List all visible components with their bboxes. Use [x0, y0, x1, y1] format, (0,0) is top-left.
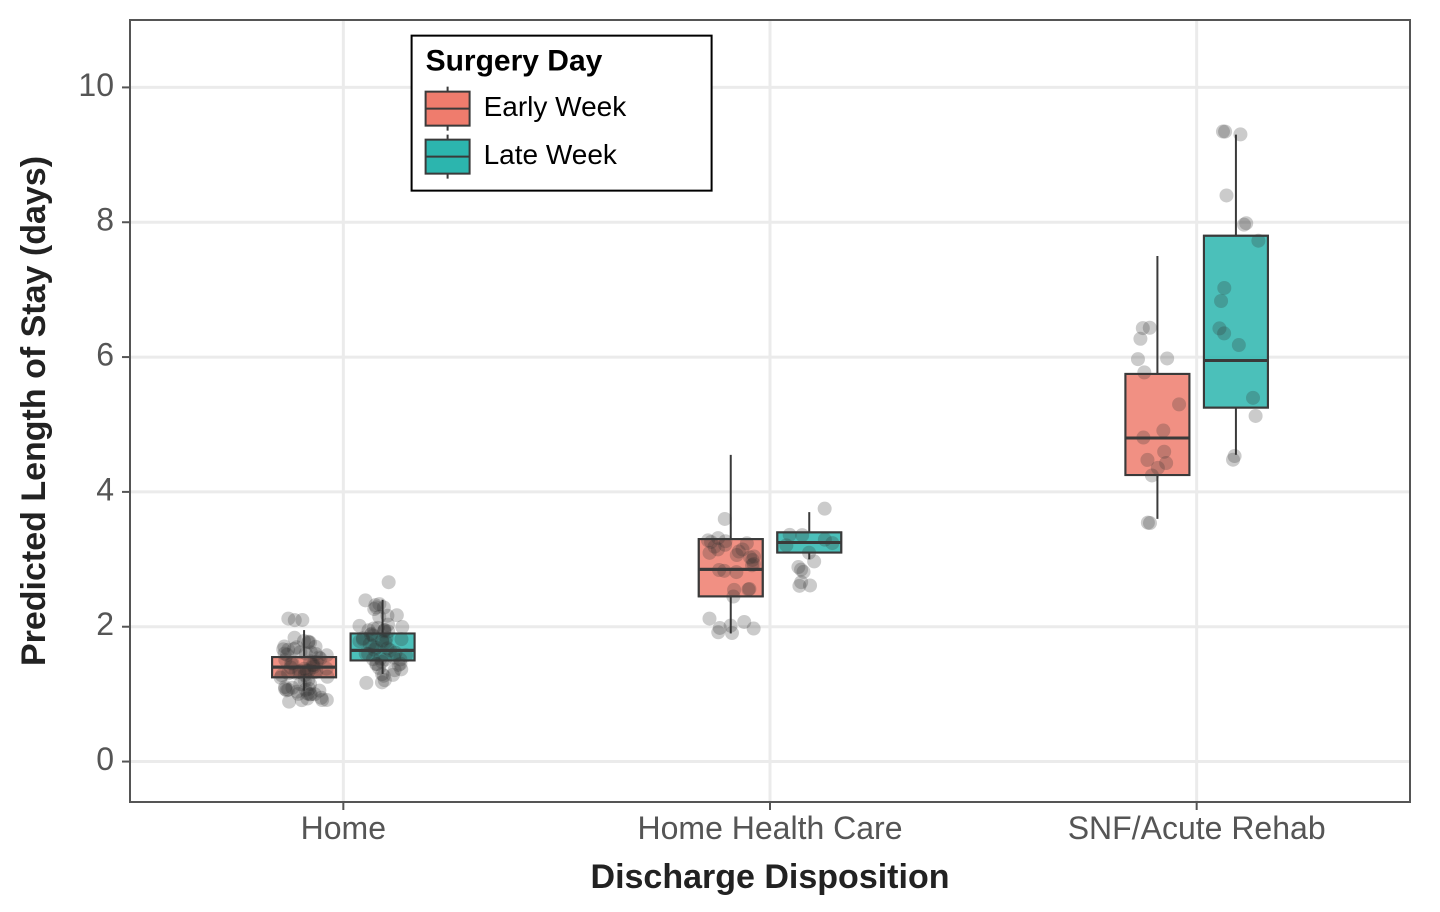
- y-tick-label: 10: [78, 67, 114, 103]
- y-tick-label: 8: [96, 202, 114, 238]
- x-tick-label: SNF/Acute Rehab: [1068, 810, 1326, 846]
- y-tick-label: 4: [96, 471, 114, 507]
- y-tick-label: 2: [96, 606, 114, 642]
- y-tick-label: 0: [96, 741, 114, 777]
- x-axis-title: Discharge Disposition: [591, 858, 950, 896]
- boxplot-chart: 0 2 4 6 8 10 Home Home Health Care SNF/Acute Reh…: [0, 0, 1440, 912]
- legend: Surgery Day Early Week Late Week: [412, 36, 712, 191]
- y-axis-title: Predicted Length of Stay (days): [15, 156, 53, 666]
- legend-title: Surgery Day: [426, 44, 603, 77]
- x-tick-label: Home: [301, 810, 386, 846]
- legend-label: Late Week: [484, 139, 618, 170]
- x-tick-label: Home Health Care: [638, 810, 903, 846]
- legend-label: Early Week: [484, 91, 628, 122]
- y-tick-label: 6: [96, 337, 114, 373]
- chart-container: 0 2 4 6 8 10 Home Home Health Care SNF/Acute Reh…: [0, 0, 1440, 912]
